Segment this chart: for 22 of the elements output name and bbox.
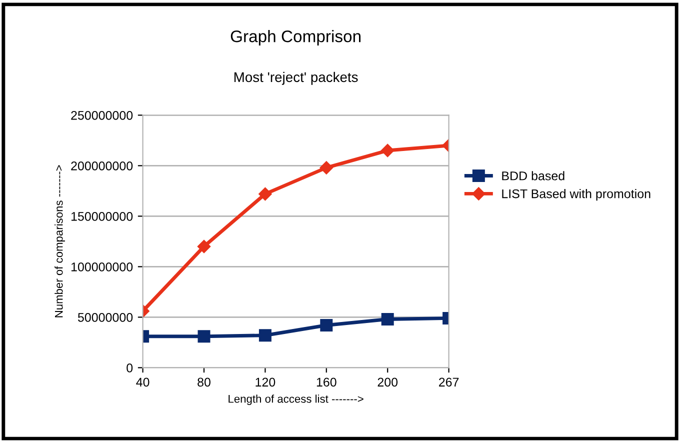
legend-label: LIST Based with promotion bbox=[502, 189, 650, 201]
y-tick-label: 200000000 bbox=[71, 161, 133, 170]
x-tick-label: 160 bbox=[316, 378, 336, 387]
point bbox=[258, 329, 272, 342]
y-tick-label: 0 bbox=[126, 363, 133, 372]
x-axis-title: Length of access list -------> bbox=[228, 394, 364, 405]
y-tick-label: 100000000 bbox=[71, 262, 133, 272]
chart-subtitle: Most 'reject' packets bbox=[234, 72, 358, 85]
point bbox=[320, 161, 333, 174]
y-tick-label: 50000000 bbox=[78, 312, 133, 322]
x-tick-label: 267 bbox=[439, 378, 459, 387]
chart-title: Graph Comprison bbox=[230, 30, 360, 46]
x-tick-label: 120 bbox=[256, 378, 276, 387]
x-tick-label: 40 bbox=[136, 378, 150, 387]
point bbox=[258, 187, 272, 201]
y-axis-title: Number of comparisons -------> bbox=[54, 165, 65, 318]
legend-label: BDD based bbox=[502, 171, 564, 180]
x-tick-label: 200 bbox=[378, 378, 398, 387]
point bbox=[320, 319, 333, 332]
x-tick-label: 80 bbox=[198, 378, 210, 387]
y-tick-label: 250000000 bbox=[71, 110, 133, 120]
y-tick-label: 150000000 bbox=[71, 212, 133, 221]
